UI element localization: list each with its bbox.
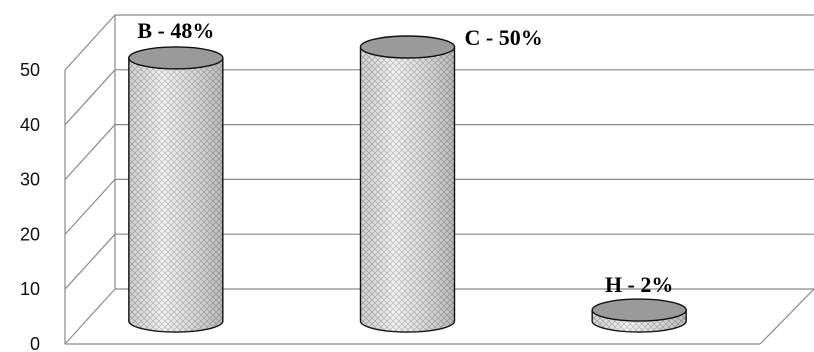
y-tick-label: 10 (20, 279, 40, 299)
gridline-wall-40 (64, 69, 116, 126)
gridline-wall-50 (64, 14, 116, 71)
bar-top-C (359, 35, 456, 59)
floor-side-edge (759, 288, 814, 345)
bar-C (359, 35, 456, 333)
data-label-H: H - 2% (605, 272, 673, 297)
y-axis-ticks: 0 10 20 30 40 50 (20, 60, 40, 352)
gridline-wall-0 (64, 288, 116, 345)
y-tick-label: 40 (20, 115, 40, 135)
gridline-wall-30 (64, 124, 116, 181)
gridline-wall-20 (64, 178, 116, 235)
bar-B (128, 46, 224, 333)
y-tick-label: 0 (30, 334, 40, 352)
data-label-C: C - 50% (465, 25, 543, 50)
gridlines (64, 14, 814, 345)
y-tick-label: 20 (20, 224, 40, 244)
y-tick-label: 50 (20, 60, 40, 80)
bar-top-H (591, 298, 687, 322)
y-tick-label: 30 (20, 170, 40, 190)
bar-top-B (128, 46, 224, 70)
gridline-wall-10 (64, 233, 116, 290)
data-labels: B - 48% C - 50% H - 2% (137, 18, 673, 297)
data-label-B: B - 48% (137, 18, 214, 43)
bars (128, 35, 687, 333)
bar-H (591, 298, 687, 333)
